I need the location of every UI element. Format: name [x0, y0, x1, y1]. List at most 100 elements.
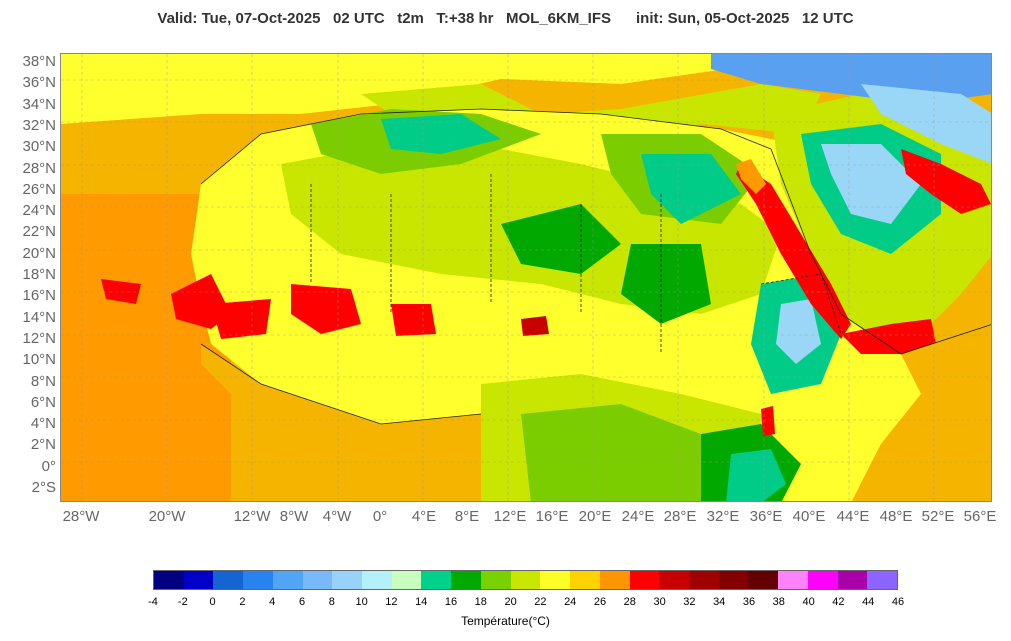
lon-label: 20°E: [578, 508, 612, 525]
arabian-sea-coast: [852, 324, 991, 501]
colorbar-tick-label: 28: [623, 596, 636, 608]
lat-label: 14°N: [22, 308, 56, 326]
colorbar-swatch: [718, 571, 749, 589]
colorbar-tick-label: 24: [564, 596, 577, 608]
colorbar-tick-label: 30: [653, 596, 666, 608]
lon-label: 56°E: [963, 508, 997, 525]
colorbar-tick-label: 12: [385, 596, 398, 608]
colorbar-swatch: [451, 571, 481, 589]
lon-label: 8°E: [454, 508, 480, 525]
colorbar-swatch: [391, 571, 422, 589]
colorbar-swatch: [599, 571, 630, 589]
country-borders: [200, 108, 991, 425]
colorbar-tick-label: -2: [177, 596, 188, 608]
lon-label: 20°W: [148, 508, 186, 525]
colorbar-tick-label: 18: [474, 596, 487, 608]
red-sea-orange: [736, 159, 766, 194]
colorbar-tick-label: 22: [534, 596, 547, 608]
colorbar-tick-label: 38: [772, 596, 785, 608]
congo-green: [521, 404, 711, 501]
lon-label: 28°E: [663, 508, 697, 525]
lat-label: 10°N: [22, 351, 56, 369]
gulf-of-aden: [841, 319, 936, 354]
lat-label: 26°N: [22, 180, 56, 198]
atlas-teal: [381, 114, 501, 154]
lon-label: 28°W: [62, 508, 100, 525]
colorbar-tick-label: 10: [355, 596, 368, 608]
colorbar-swatch: [183, 571, 214, 589]
map-canvas: [61, 54, 991, 501]
lon-label: 24°E: [621, 508, 655, 525]
colorbar-swatch: [480, 571, 511, 589]
lat-label: 4°N: [30, 415, 56, 433]
lat-label: 30°N: [22, 138, 56, 156]
lat-label: 8°N: [30, 372, 56, 390]
mauritania-hot: [211, 299, 271, 339]
darfur-green: [621, 244, 711, 324]
lon-label: 0°: [372, 508, 388, 525]
lat-label: 18°N: [22, 266, 56, 283]
colorbar-swatch: [807, 571, 838, 589]
colorbar-tick-label: 42: [832, 596, 845, 608]
lat-label: 16°N: [22, 287, 56, 305]
gulf-of-guinea-coast: [201, 344, 481, 444]
lon-label: 4°E: [411, 508, 437, 525]
colorbar-tick-label: 16: [444, 596, 458, 608]
lon-label: 12°E: [493, 508, 527, 525]
lat-label: 20°N: [22, 244, 56, 262]
colorbar-swatch: [748, 571, 779, 589]
colorbar-tick-label: 40: [802, 596, 815, 608]
lat-label: 28°N: [22, 159, 56, 177]
colorbar-tick-label: 36: [742, 596, 756, 608]
lon-label: 52°E: [921, 508, 955, 525]
lat-label: 38°N: [22, 53, 56, 70]
lat-label: 34°N: [22, 95, 56, 113]
persian-gulf: [901, 149, 991, 214]
temperature-map: [60, 53, 992, 502]
colorbar-label: Température(°C): [461, 614, 550, 628]
lat-label: 32°N: [22, 116, 56, 134]
chad-hot: [521, 316, 549, 336]
colorbar-tick-label: 4: [269, 596, 276, 608]
colorbar-tick-label: 6: [298, 596, 306, 608]
colorbar-tick-label: 26: [593, 596, 607, 608]
ethiopia-cool: [776, 299, 821, 364]
temperature-colorbar: [153, 570, 898, 590]
lon-label: 8°W: [279, 508, 309, 525]
niger-hot: [391, 304, 436, 336]
colorbar-tick-label: -4: [148, 596, 158, 608]
colorbar-swatch: [659, 571, 689, 589]
colorbar-swatch: [867, 571, 897, 589]
map-title: Valid: Tue, 07-Oct-2025 02 UTC t2m T:+38…: [157, 10, 854, 27]
arabia-cool: [821, 144, 921, 224]
lon-label: 36°E: [749, 508, 783, 525]
colorbar-swatch: [243, 571, 273, 589]
colorbar-swatch: [302, 571, 333, 589]
lat-lon-grid: [61, 54, 991, 501]
zagros-cool: [861, 84, 991, 164]
colorbar-tick-label: 20: [504, 596, 517, 608]
cape-verde-hot: [101, 279, 141, 304]
red-sea: [736, 164, 851, 339]
lat-label: 36°N: [22, 74, 56, 92]
colorbar-swatch: [362, 571, 392, 589]
lon-label: 16°E: [535, 508, 569, 525]
colorbar-swatch: [421, 571, 452, 589]
egypt-teal: [641, 154, 741, 224]
colorbar-swatch: [510, 571, 541, 589]
colorbar-swatch: [570, 571, 600, 589]
colorbar-swatch: [213, 571, 244, 589]
lon-label: 40°E: [792, 508, 826, 525]
lat-label: 2°S: [31, 479, 56, 496]
colorbar-swatch: [837, 571, 868, 589]
lon-label: 12°W: [233, 508, 271, 525]
lon-label: 4°W: [322, 508, 352, 525]
lon-label: 48°E: [879, 508, 913, 525]
colorbar-tick-label: 34: [713, 596, 726, 608]
colorbar-swatch: [332, 571, 363, 589]
colorbar-tick-label: 46: [891, 596, 905, 608]
mali-hot: [291, 284, 361, 334]
lat-label: 0°: [41, 457, 56, 475]
colorbar-tick-label: 32: [683, 596, 696, 608]
lat-label: 2°N: [30, 436, 56, 454]
